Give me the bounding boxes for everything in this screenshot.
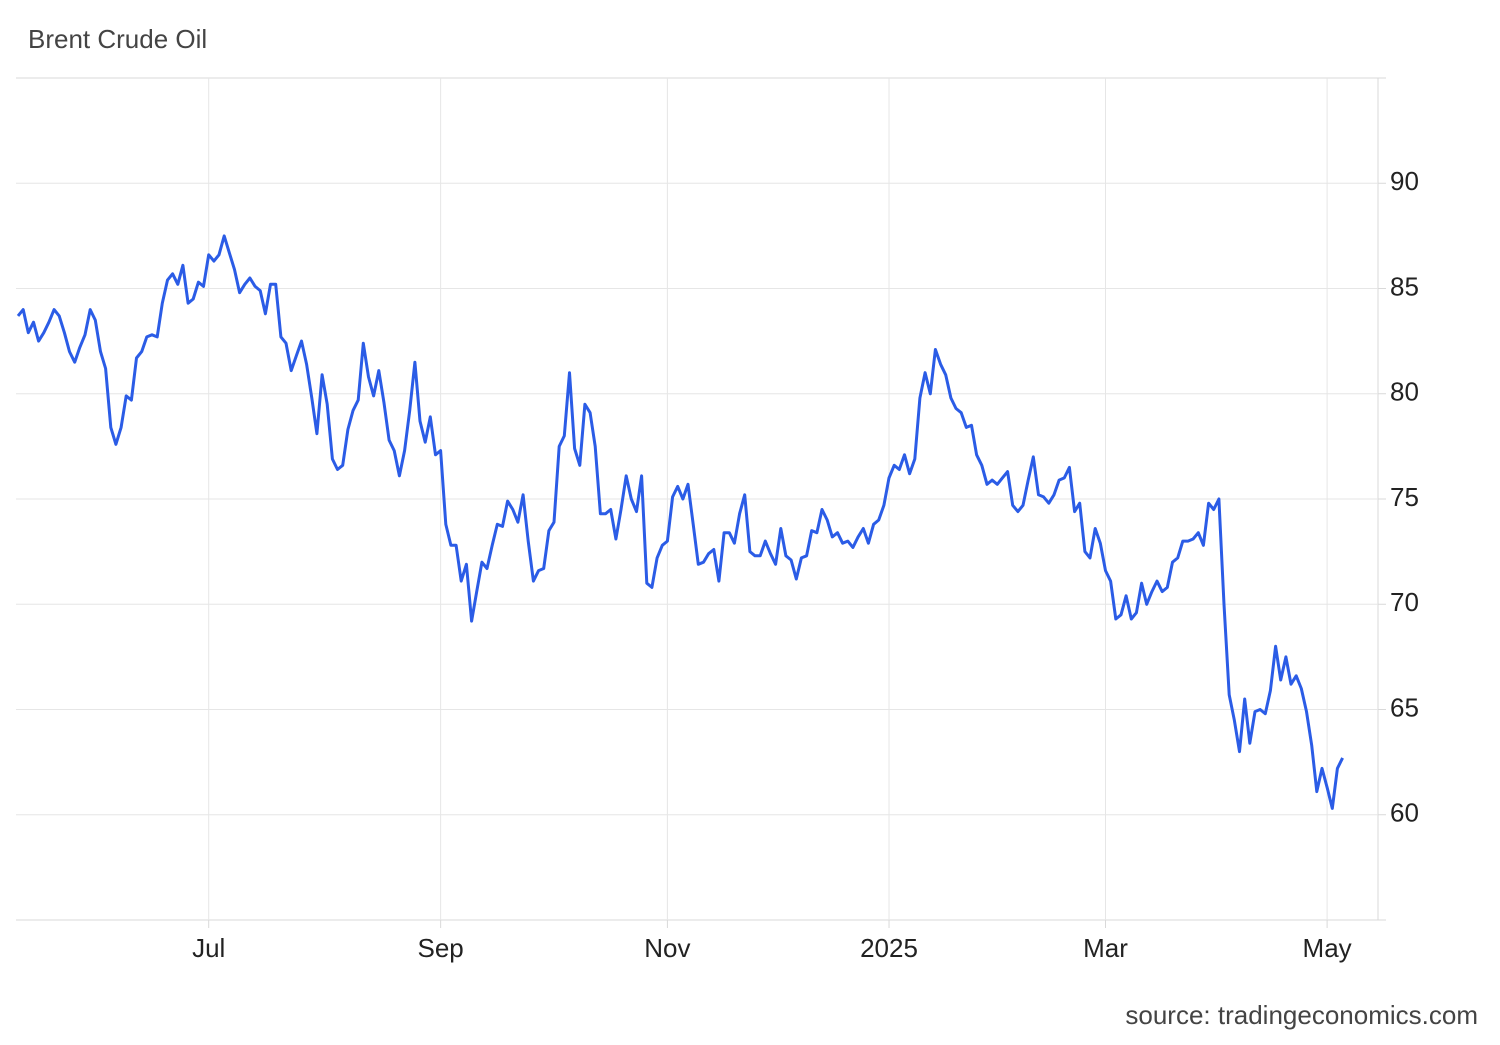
y-tick-label: 60: [1390, 798, 1419, 828]
x-tick-label: Jul: [192, 933, 225, 963]
chart-title: Brent Crude Oil: [28, 24, 207, 54]
x-tick-label: Nov: [644, 933, 690, 963]
x-tick-label: 2025: [860, 933, 918, 963]
y-tick-label: 85: [1390, 271, 1419, 301]
source-note: source: tradingeconomics.com: [1125, 1000, 1478, 1030]
y-tick-label: 90: [1390, 166, 1419, 196]
x-tick-label: Sep: [417, 933, 463, 963]
y-tick-label: 70: [1390, 587, 1419, 617]
x-tick-label: Mar: [1083, 933, 1128, 963]
y-tick-label: 75: [1390, 482, 1419, 512]
price-line: [16, 234, 1344, 810]
x-tick-label: May: [1303, 933, 1352, 963]
y-tick-label: 80: [1390, 377, 1419, 407]
y-tick-label: 65: [1390, 692, 1419, 722]
